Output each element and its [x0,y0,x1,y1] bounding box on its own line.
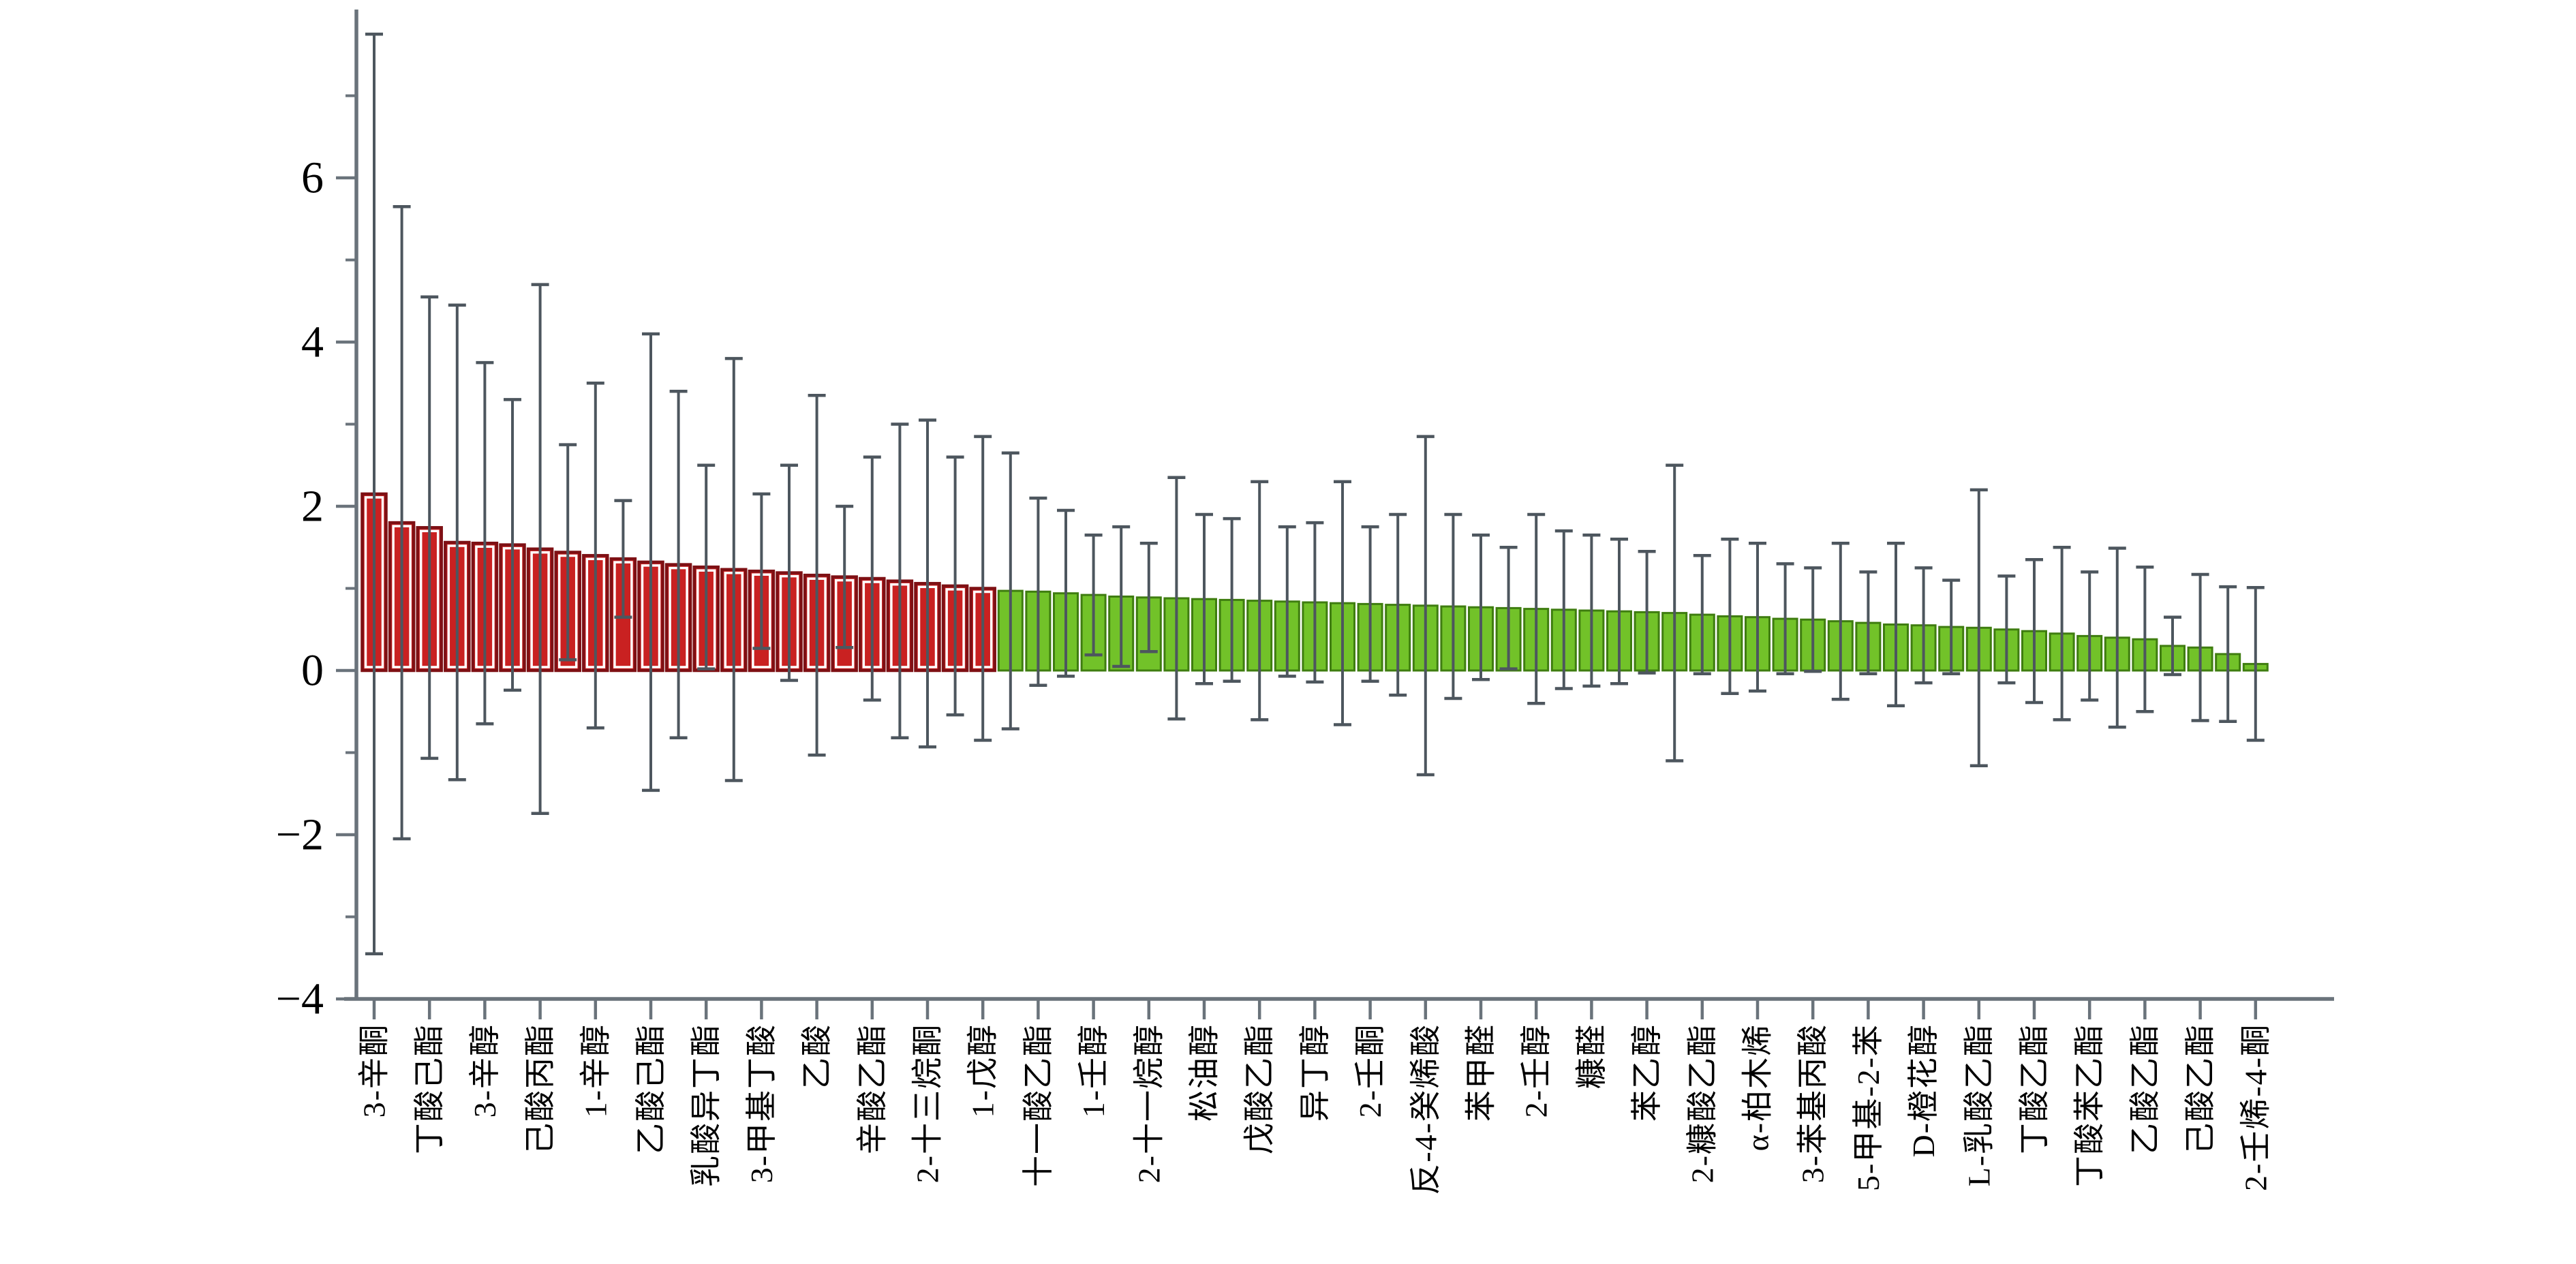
x-category-label: 己酸乙酯 [2183,1023,2218,1154]
x-category-label: 十一酸乙酯 [1021,1023,1056,1187]
x-category-label: 丁酸己酯 [412,1023,447,1154]
x-category-label: 苯甲醛 [1464,1023,1499,1122]
x-category-label: D-橙花醇 [1906,1023,1941,1158]
y-tick-label: 6 [301,153,324,203]
x-category-label: 2-壬烯-4-酮 [2238,1023,2273,1191]
x-category-label: 5-甲基-2-苯 [1851,1023,1886,1191]
x-category-label: 2-糠酸乙酯 [1685,1023,1719,1183]
x-category-label: 乙酸乙酯 [2128,1023,2162,1154]
y-tick-label: −4 [276,974,324,1024]
x-category-label: 糠醛 [1574,1023,1609,1089]
x-category-label: 1-辛醇 [578,1023,613,1117]
x-category-label: 2-十一烷醇 [1131,1023,1166,1183]
x-category-label: 苯乙醇 [1629,1023,1664,1122]
x-category-label: 松油醇 [1187,1023,1222,1122]
x-category-label: 丁酸乙酯 [2017,1023,2052,1154]
x-category-label: 戊酸乙酯 [1242,1023,1277,1154]
y-tick-label: 4 [301,318,324,367]
y-tick-label: 0 [301,646,324,696]
x-category-label: 异丁醇 [1298,1023,1332,1122]
x-category-label: 1-戊醇 [966,1023,1000,1117]
x-category-label: 丁酸苯乙酯 [2072,1023,2107,1187]
x-category-label: 乙酸 [799,1023,834,1089]
x-category-label: 3-辛醇 [467,1023,502,1117]
x-category-label: 反-4-癸烯酸 [1408,1023,1443,1195]
x-category-label: 2-壬醇 [1519,1023,1554,1117]
x-category-label: 乙酸己酯 [634,1023,669,1154]
x-category-label: 3-苯基丙酸 [1796,1023,1830,1183]
x-category-label: 3-辛酮 [357,1023,392,1117]
x-category-label: 3-甲基丁酸 [744,1023,779,1183]
x-category-label: 辛酸乙酯 [855,1023,889,1154]
x-category-label: α-柏木烯 [1741,1023,1775,1151]
x-category-label: L-乳酸乙酯 [1961,1023,1996,1186]
x-category-label: 2-十三烷酮 [910,1023,945,1183]
x-category-label: 己酸丙酯 [523,1023,557,1154]
x-category-label: 2-壬酮 [1353,1023,1387,1117]
y-tick-label: −2 [276,810,324,860]
x-category-label: 1-壬醇 [1076,1023,1111,1117]
y-tick-label: 2 [301,482,324,531]
x-category-label: 乳酸异丁酯 [689,1023,724,1187]
